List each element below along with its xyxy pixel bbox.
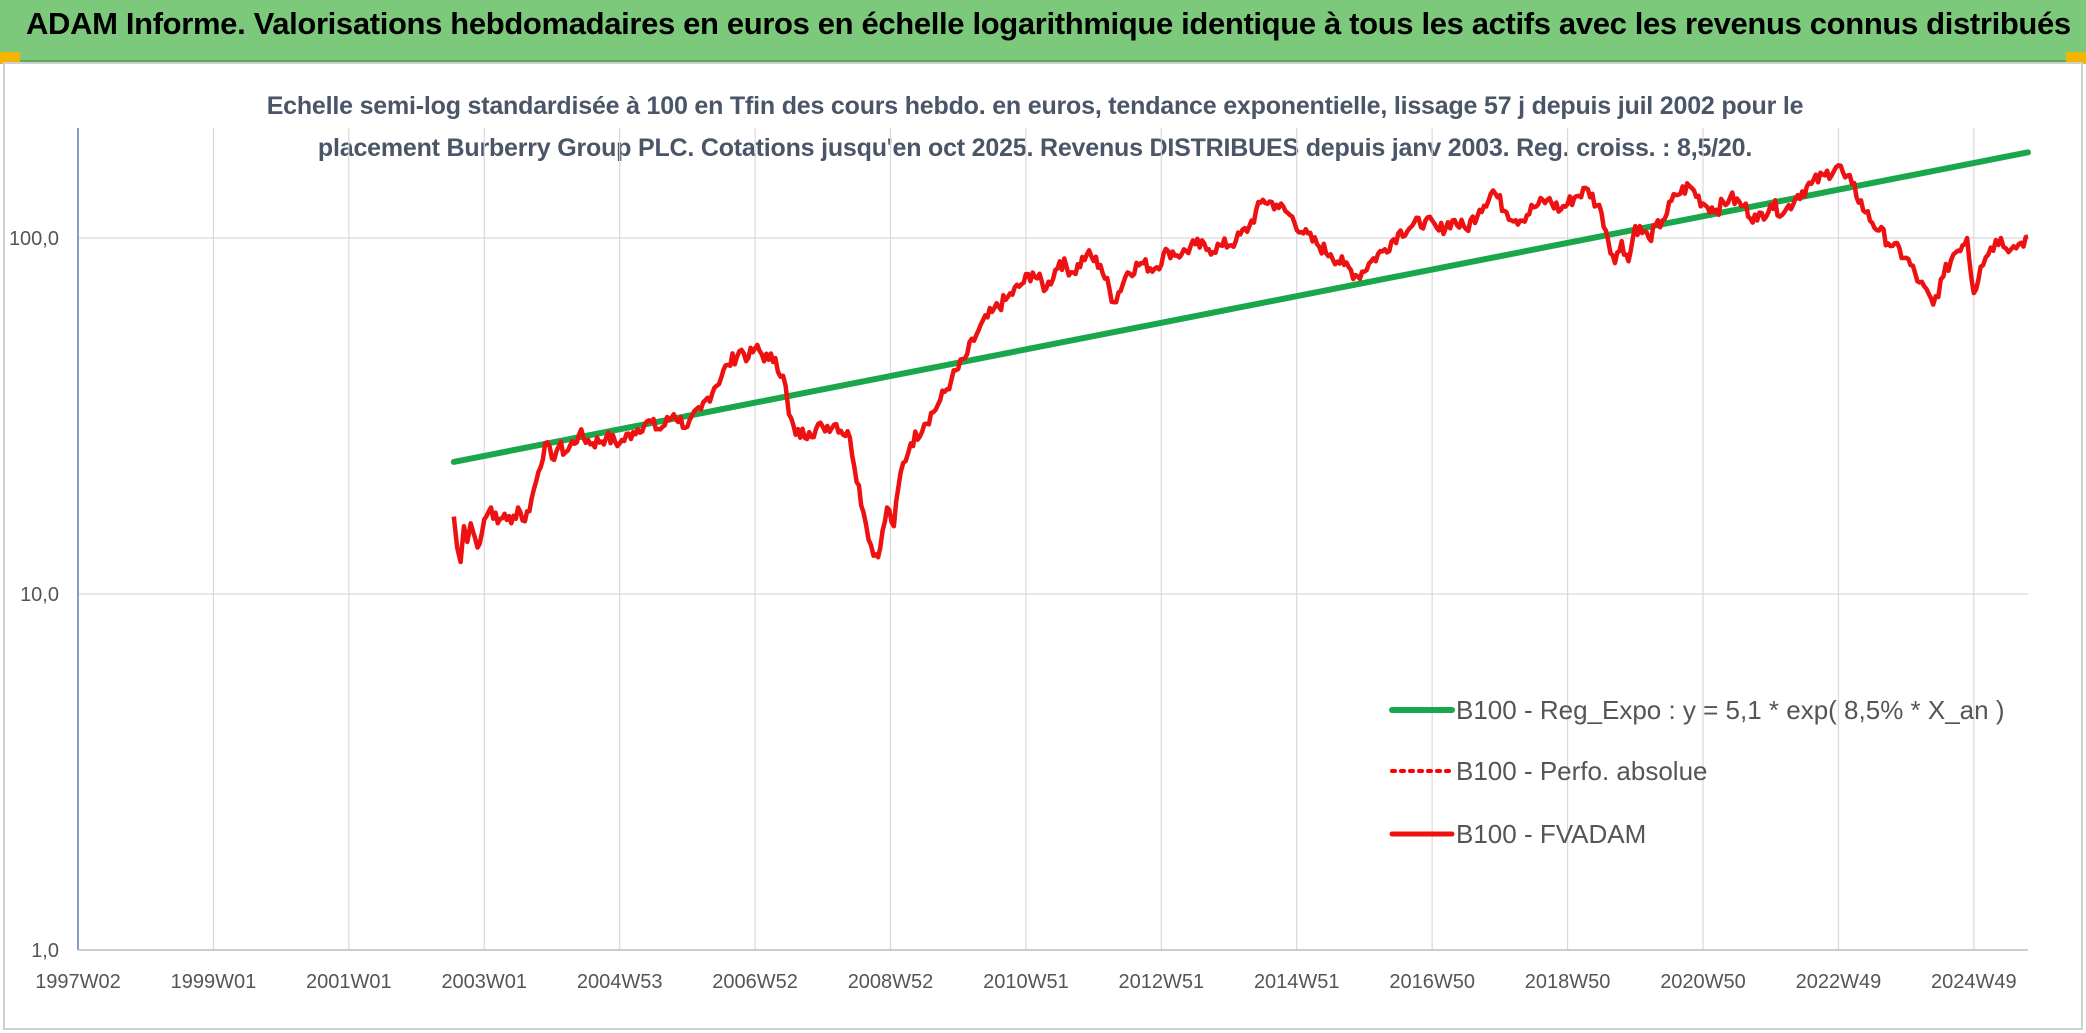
x-tick-labels: 1997W02 1999W01 2001W01 2003W01 2004W53 2006W… [35,971,2016,993]
x-tick-label: 2003W01 [441,971,527,993]
chart-title-line-2: placement Burberry Group PLC. Cotations … [317,134,1753,162]
legend-label: B100 - FVADAM [1456,819,1646,849]
legend-label: B100 - Reg_Expo : y = 5,1 * exp( 8,5% * … [1456,695,2005,725]
y-tick-labels: 1,0 10,0 100,0 [9,228,59,962]
x-tick-label: 2006W52 [712,971,798,993]
x-tick-label: 2022W49 [1796,971,1882,993]
x-tick-label: 2001W01 [306,971,392,993]
x-tick-label: 2010W51 [983,971,1069,993]
x-tick-label: 2018W50 [1525,971,1611,993]
x-tick-label: 2016W50 [1389,971,1475,993]
corner-mark-right [2066,52,2086,64]
series-line-fvadam [451,163,2029,565]
grid-lines [77,128,2028,951]
series-line-trend [450,149,2031,465]
x-tick-label: 1999W01 [171,971,257,993]
y-tick-label: 10,0 [20,584,59,606]
x-tick-label: 2014W51 [1254,971,1340,993]
x-tick-label: 2008W52 [848,971,934,993]
x-tick-label: 2020W50 [1660,971,1746,993]
x-tick-label: 2024W49 [1931,971,2017,993]
legend-label: B100 - Perfo. absolue [1456,756,1708,786]
y-tick-label: 100,0 [9,228,59,250]
series-lines [450,149,2031,565]
chart-frame [3,62,2083,1030]
y-tick-label: 1,0 [31,940,59,962]
x-tick-label: 2004W53 [577,971,663,993]
corner-mark-left [0,52,20,64]
page-title: ADAM Informe. Valorisations hebdomadaire… [26,6,2071,41]
legend: B100 - Reg_Expo : y = 5,1 * exp( 8,5% * … [1389,695,2005,849]
x-tick-label: 2012W51 [1119,971,1205,993]
x-tick-label: 1997W02 [35,971,121,993]
header-banner: ADAM Informe. Valorisations hebdomadaire… [0,0,2086,62]
chart-title-line-1: Echelle semi-log standardisée à 100 en T… [266,92,1804,120]
